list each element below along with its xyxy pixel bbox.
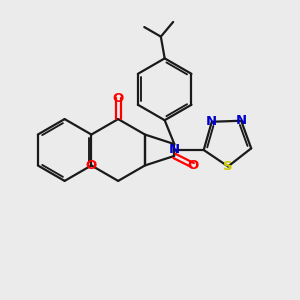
Text: O: O [112,92,124,105]
Text: N: N [169,143,180,157]
Text: O: O [86,159,97,172]
Text: O: O [187,159,198,172]
Text: N: N [206,115,218,128]
Text: N: N [236,114,247,127]
Text: S: S [223,160,233,173]
